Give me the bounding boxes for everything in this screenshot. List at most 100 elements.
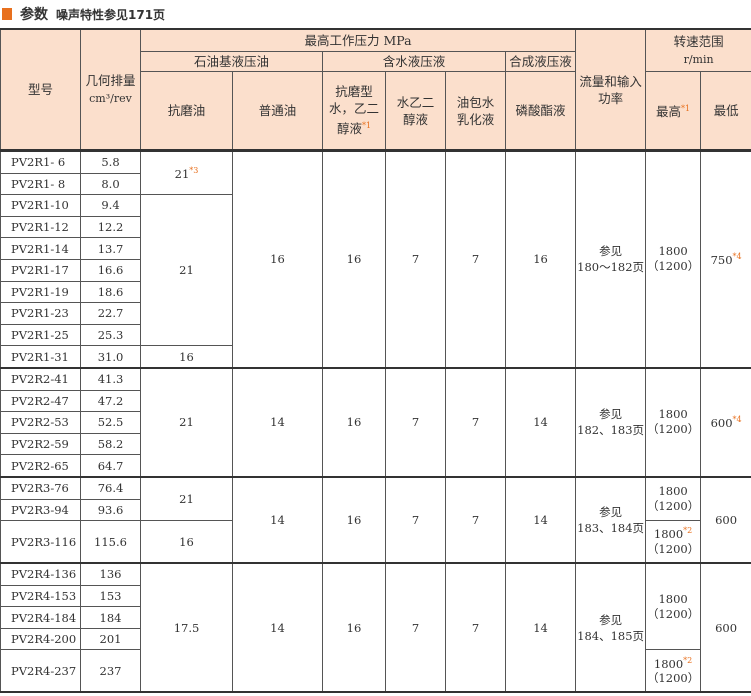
aw-water-glycol-cell: 16 bbox=[322, 562, 386, 693]
displacement-cell: 201 bbox=[80, 627, 141, 651]
header-normal: 普通油 bbox=[232, 71, 323, 151]
speed-max-cell: 1800 （1200） bbox=[645, 367, 702, 478]
flow-ref-cell: 参见 180～182页 bbox=[575, 149, 647, 369]
displacement-cell: 64.7 bbox=[80, 454, 141, 478]
normal-cell: 16 bbox=[232, 149, 323, 369]
displacement-cell: 25.3 bbox=[80, 323, 141, 347]
model-group: PV2R4-136 136 17.5 14 16 7 7 14 参见 184、185页 1800 （1… bbox=[0, 562, 751, 693]
table-row: PV2R2-41 41.3 21 14 16 7 7 14 参见 182、183页 1800 （120… bbox=[0, 367, 751, 478]
displacement-cell: 5.8 bbox=[80, 150, 141, 174]
phosphate-cell: 14 bbox=[504, 367, 577, 478]
model-cell: PV2R2-65 bbox=[0, 454, 81, 478]
emulsion-cell: 7 bbox=[445, 476, 506, 564]
displacement-cell: 16.6 bbox=[80, 258, 141, 282]
title-sub: 噪声特性参见171页 bbox=[56, 7, 166, 22]
model-cell: PV2R3-116 bbox=[0, 520, 81, 564]
table-row: PV2R1-12 12.2 bbox=[0, 215, 751, 239]
antiwear-cell: 16 bbox=[140, 345, 233, 369]
header-petroleum: 石油基液压油 bbox=[140, 51, 323, 72]
table-row: PV2R4-200 201 bbox=[0, 627, 751, 651]
speed-max-cell: 1800*2 （1200） bbox=[645, 649, 702, 693]
antiwear-cell: 21 bbox=[140, 194, 233, 347]
model-group: PV2R3-76 76.4 21 14 16 7 7 14 参见 183、184页 1800 （120… bbox=[0, 476, 751, 564]
model-cell: PV2R1-25 bbox=[0, 323, 81, 347]
antiwear-cell: 16 bbox=[140, 520, 233, 564]
phosphate-cell: 14 bbox=[504, 562, 577, 693]
header-phosphate: 磷酸酯液 bbox=[504, 71, 577, 151]
water-glycol-cell: 7 bbox=[385, 562, 446, 693]
speed-max-cell: 1800 （1200） bbox=[645, 476, 702, 522]
displacement-cell: 47.2 bbox=[80, 389, 141, 413]
speed-max-cell: 1800*2 （1200） bbox=[645, 520, 702, 564]
displacement-cell: 18.6 bbox=[80, 280, 141, 304]
header-speed: 转速范围 r/min bbox=[645, 28, 751, 72]
table-row: PV2R1-14 13.7 bbox=[0, 237, 751, 260]
table-row: PV2R1-31 31.0 16 bbox=[0, 345, 751, 369]
table-row: PV2R4-136 136 17.5 14 16 7 7 14 参见 184、185页 1800 （1… bbox=[0, 562, 751, 693]
displacement-cell: 58.2 bbox=[80, 432, 141, 456]
model-cell: PV2R1-12 bbox=[0, 215, 81, 239]
displacement-cell: 12.2 bbox=[80, 215, 141, 239]
header-flow-power: 流量和输入功率 bbox=[575, 28, 647, 151]
phosphate-cell: 16 bbox=[504, 149, 577, 369]
model-cell: PV2R4-200 bbox=[0, 627, 81, 651]
orange-square-icon bbox=[2, 8, 12, 20]
water-glycol-cell: 7 bbox=[385, 367, 446, 478]
model-cell: PV2R4-237 bbox=[0, 649, 81, 693]
model-cell: PV2R4-136 bbox=[0, 562, 81, 586]
speed-min-cell: 600*4 bbox=[700, 367, 751, 478]
emulsion-cell: 7 bbox=[445, 149, 506, 369]
antiwear-cell: 21*3 bbox=[140, 149, 233, 196]
displacement-cell: 76.4 bbox=[80, 476, 141, 500]
normal-cell: 14 bbox=[232, 476, 323, 564]
table-row: PV2R2-59 58.2 bbox=[0, 432, 751, 456]
aw-water-glycol-cell: 16 bbox=[322, 476, 386, 564]
displacement-cell: 184 bbox=[80, 606, 141, 629]
displacement-cell: 115.6 bbox=[80, 520, 141, 564]
table-row: PV2R2-47 47.2 bbox=[0, 389, 751, 413]
header-max-pressure: 最高工作压力 MPa bbox=[139, 28, 577, 52]
table-row: PV2R3-94 93.6 bbox=[0, 498, 751, 522]
normal-cell: 14 bbox=[232, 367, 323, 478]
model-cell: PV2R1-10 bbox=[0, 194, 81, 217]
emulsion-cell: 7 bbox=[445, 562, 506, 693]
antiwear-cell: 21 bbox=[140, 476, 233, 522]
displacement-cell: 237 bbox=[80, 649, 141, 693]
table-row: PV2R1-23 22.7 bbox=[0, 302, 751, 325]
speed-min-cell: 600 bbox=[700, 562, 751, 693]
model-cell: PV2R3-94 bbox=[0, 498, 81, 522]
model-cell: PV2R2-47 bbox=[0, 389, 81, 413]
model-cell: PV2R4-153 bbox=[0, 584, 81, 608]
model-cell: PV2R1-19 bbox=[0, 280, 81, 304]
displacement-cell: 153 bbox=[80, 584, 141, 608]
displacement-cell: 52.5 bbox=[80, 411, 141, 434]
displacement-cell: 22.7 bbox=[80, 302, 141, 325]
header-emulsion: 油包水乳化液 bbox=[445, 71, 506, 151]
table-row: PV2R3-76 76.4 21 14 16 7 7 14 参见 183、184页 1800 （120… bbox=[0, 476, 751, 564]
speed-min-cell: 600 bbox=[700, 476, 751, 564]
title-main: 参数 bbox=[20, 7, 48, 23]
displacement-cell: 31.0 bbox=[80, 345, 141, 369]
water-glycol-cell: 7 bbox=[385, 149, 446, 369]
model-cell: PV2R1- 6 bbox=[0, 150, 81, 174]
water-glycol-cell: 7 bbox=[385, 476, 446, 564]
header-displacement: 几何排量 cm³/rev bbox=[80, 28, 141, 151]
table-row: PV2R1- 8 8.0 bbox=[0, 172, 751, 196]
aw-water-glycol-cell: 16 bbox=[322, 149, 386, 369]
header-speed-max: 最高*1 bbox=[645, 71, 702, 151]
displacement-cell: 9.4 bbox=[80, 194, 141, 217]
model-cell: PV2R4-184 bbox=[0, 606, 81, 629]
model-cell: PV2R1-23 bbox=[0, 302, 81, 325]
header-water-glycol: 水乙二醇液 bbox=[385, 71, 446, 151]
emulsion-cell: 7 bbox=[445, 367, 506, 478]
displacement-cell: 13.7 bbox=[80, 237, 141, 260]
header-model: 型号 bbox=[0, 28, 81, 151]
displacement-cell: 8.0 bbox=[80, 172, 141, 196]
model-cell: PV2R2-41 bbox=[0, 367, 81, 391]
header-antiwear: 抗磨油 bbox=[140, 71, 233, 151]
table-row: PV2R1- 6 5.8 21*3 16 16 7 7 16 参见 180～182页 1800 （12… bbox=[0, 149, 751, 369]
model-cell: PV2R1-14 bbox=[0, 237, 81, 260]
flow-ref-cell: 参见 183、184页 bbox=[575, 476, 647, 564]
header-water: 含水液压液 bbox=[322, 51, 506, 72]
model-group: PV2R2-41 41.3 21 14 16 7 7 14 参见 182、183页 1800 （120… bbox=[0, 367, 751, 478]
